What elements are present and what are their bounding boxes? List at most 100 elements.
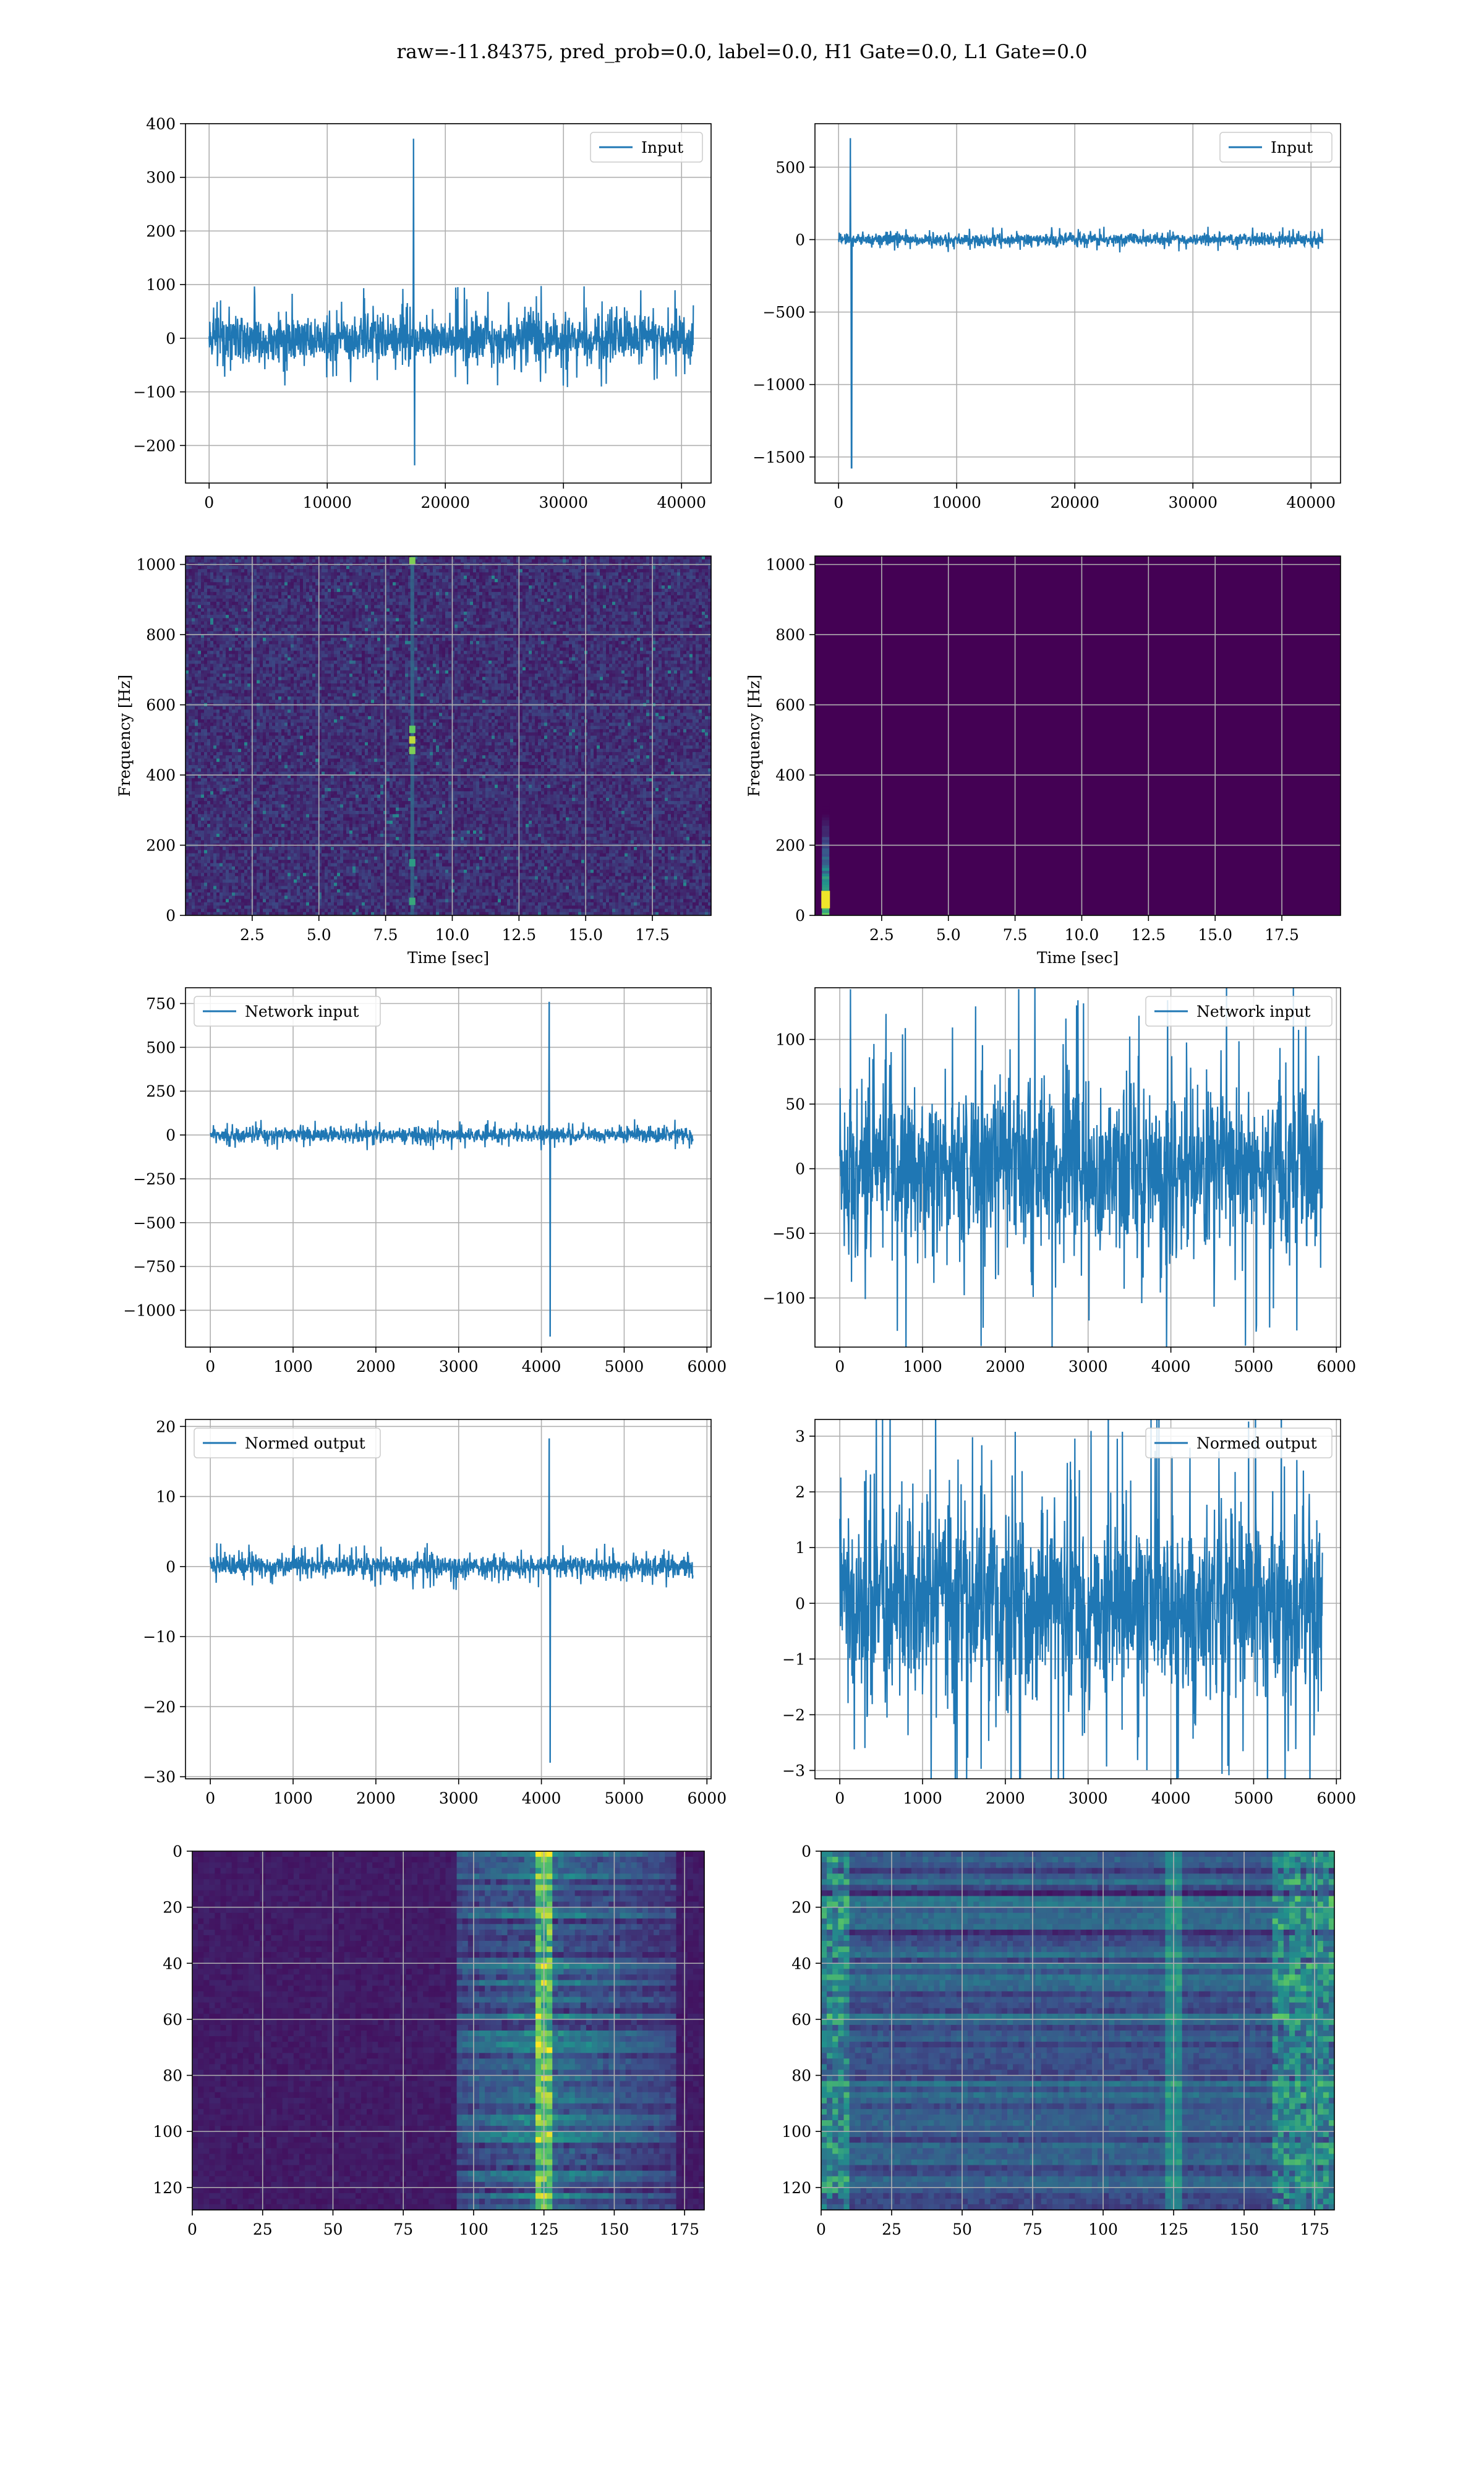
heatmap-cell	[216, 664, 220, 667]
heatmap-cell	[223, 599, 226, 602]
heatmap-cell	[220, 586, 223, 589]
heatmap-cell	[192, 579, 195, 583]
heatmap-cell	[186, 886, 189, 890]
heatmap-cell	[220, 742, 223, 746]
heatmap-cell	[207, 700, 211, 703]
heatmap-cell	[216, 612, 220, 615]
heatmap-cell	[198, 644, 202, 648]
heatmap-cell	[195, 726, 198, 730]
heatmap-cell	[204, 582, 208, 586]
heatmap-cell	[210, 752, 214, 756]
heatmap-cell	[201, 595, 205, 599]
heatmap-cell	[216, 732, 220, 736]
heatmap-cell	[210, 599, 214, 602]
heatmap-cell	[220, 622, 223, 625]
heatmap-cell	[216, 801, 220, 805]
heatmap-cell	[186, 909, 189, 912]
heatmap-cell	[192, 576, 195, 580]
heatmap-cell	[195, 667, 198, 671]
heatmap-cell	[195, 729, 198, 733]
heatmap-cell	[186, 847, 189, 850]
y-tick-label: 100	[146, 276, 176, 294]
heatmap-cell	[207, 892, 211, 896]
heatmap-cell	[189, 641, 192, 644]
heatmap-cell	[192, 768, 195, 772]
heatmap-cell	[216, 791, 220, 795]
heatmap-cell	[220, 726, 223, 730]
heatmap-cell	[195, 693, 198, 697]
heatmap-cell	[220, 706, 223, 710]
heatmap-cell	[207, 821, 211, 824]
heatmap-cell	[207, 831, 211, 834]
heatmap-cell	[207, 709, 211, 713]
heatmap-cell	[198, 821, 202, 824]
heatmap-cell	[189, 719, 192, 723]
heatmap-cell	[189, 674, 192, 677]
heatmap-cell	[223, 615, 226, 618]
heatmap-cell	[204, 602, 208, 606]
heatmap-cell	[195, 814, 198, 818]
heatmap-cell	[216, 860, 220, 863]
heatmap-cell	[216, 615, 220, 618]
heatmap-cell	[223, 657, 226, 661]
heatmap-cell	[192, 690, 195, 694]
heatmap-cell	[213, 696, 217, 700]
heatmap-cell	[216, 559, 220, 563]
heatmap-cell	[201, 680, 205, 684]
heatmap-cell	[195, 732, 198, 736]
heatmap-cell	[216, 674, 220, 677]
heatmap-cell	[213, 867, 217, 870]
heatmap-cell	[210, 586, 214, 589]
heatmap-cell	[192, 857, 195, 860]
heatmap-cell	[186, 788, 189, 792]
heatmap-cell	[223, 683, 226, 687]
heatmap-cell	[207, 651, 211, 654]
heatmap-cell	[201, 834, 205, 837]
heatmap-cell	[198, 768, 202, 772]
heatmap-cell	[216, 804, 220, 808]
heatmap-cell	[207, 622, 211, 625]
heatmap-cell	[216, 726, 220, 730]
heatmap-cell	[186, 876, 189, 880]
heatmap-cell	[198, 905, 202, 909]
heatmap-cell	[207, 896, 211, 899]
heatmap-cell	[204, 896, 208, 899]
heatmap-cell	[204, 709, 208, 713]
heatmap-cell	[204, 857, 208, 860]
heatmap-cell	[186, 732, 189, 736]
x-tick-label: 0	[834, 494, 843, 511]
heatmap-cell	[223, 609, 226, 612]
heatmap-cell	[223, 677, 226, 680]
heatmap-cell	[204, 683, 208, 687]
heatmap-cell	[216, 680, 220, 684]
heatmap-cell	[186, 755, 189, 759]
heatmap-cell	[195, 745, 198, 749]
heatmap-cell	[204, 693, 208, 697]
heatmap-cell	[213, 566, 217, 570]
heatmap-cell	[195, 834, 198, 837]
heatmap-cell	[201, 618, 205, 622]
heatmap-cell	[195, 886, 198, 890]
heatmap-cell	[213, 592, 217, 596]
y-tick-label: 0	[166, 330, 176, 348]
heatmap-cell	[186, 602, 189, 606]
heatmap-cell	[192, 651, 195, 654]
heatmap-cell	[220, 778, 223, 782]
heatmap-cell	[220, 667, 223, 671]
heatmap-cell	[216, 569, 220, 573]
heatmap-cell	[213, 742, 217, 746]
heatmap-cell	[220, 795, 223, 798]
heatmap-cell	[223, 582, 226, 586]
heatmap-cell	[210, 863, 214, 867]
heatmap-cell	[189, 762, 192, 766]
heatmap-cell	[198, 615, 202, 618]
heatmap-cell	[220, 566, 223, 570]
legend: Input	[591, 132, 702, 162]
heatmap-cell	[192, 801, 195, 805]
heatmap-cell	[207, 824, 211, 828]
heatmap-cell	[204, 850, 208, 854]
heatmap-cell	[198, 696, 202, 700]
heatmap-cell	[204, 837, 208, 841]
heatmap-cell	[198, 909, 202, 912]
heatmap-cell	[195, 719, 198, 723]
